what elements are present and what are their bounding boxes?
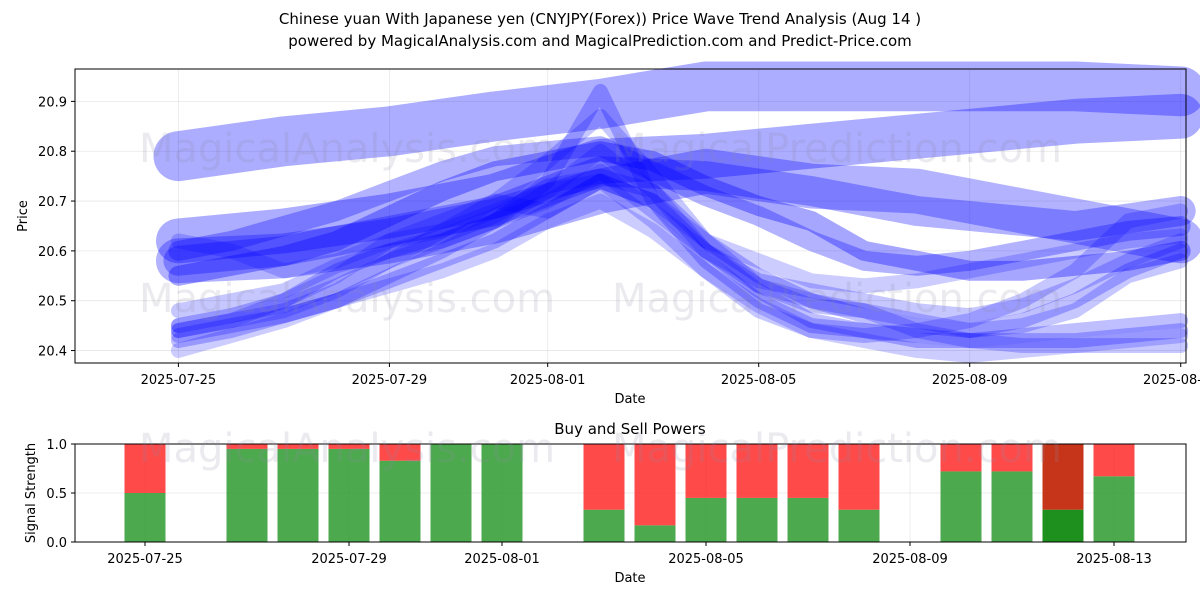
price-xtick-label: 2025-08-13 [1143,373,1200,388]
price-wave-5 [168,141,1191,286]
price-ytick-label: 20.8 [38,145,67,160]
buy-bar [430,444,472,542]
price-grid [75,69,1186,363]
price-wave-8 [170,163,1189,324]
price-wave-4 [163,156,1196,276]
watermark-right-mid: MagicalPrediction.com [612,276,1062,322]
price-ylabel: Price [16,200,31,232]
price-chart-frame [74,68,1187,364]
price-ytick-label: 20.5 [38,295,67,310]
powers-ylabel: Signal Strength [24,443,39,543]
buy-bar [583,509,625,542]
powers-ytick-label: 0.5 [46,487,67,502]
sell-bar [1042,444,1084,510]
price-wave-11 [170,108,1189,354]
price-wave-2 [155,93,1200,264]
sell-bar [634,444,676,526]
chart-subtitle: powered by MagicalAnalysis.com and Magic… [288,32,912,50]
buy-bar [838,509,880,542]
buy-bar [481,444,523,542]
buy-bar [379,460,421,542]
price-xtick-label: 2025-08-05 [721,373,797,388]
buy-bar [1093,476,1135,542]
sell-bar [124,444,166,493]
sell-bar [1093,444,1135,477]
powers-xtick-label: 2025-08-05 [668,552,744,567]
powers-title: Buy and Sell Powers [554,420,706,438]
powers-xtick-label: 2025-08-09 [872,552,948,567]
powers-bars [124,444,1135,542]
watermark-right-bottom: MagicalPrediction.com [612,426,1062,472]
watermark-left-bottom: MagicalAnalysis.com [139,426,555,472]
buy-bar [226,448,268,542]
price-waves [153,61,1200,363]
price-wave-10 [170,83,1189,349]
buy-bar [787,497,829,542]
sell-bar [940,444,982,472]
sell-bar [685,444,727,498]
watermark-right-top: MagicalPrediction.com [612,126,1062,172]
price-xlabel: Date [614,392,645,407]
watermark-left-top: MagicalAnalysis.com [139,126,555,172]
price-wave-1 [153,61,1200,182]
sell-bar [838,444,880,510]
buy-bar [634,525,676,542]
price-wave-3 [155,148,1200,284]
price-xtick-label: 2025-07-29 [352,373,428,388]
chart-title: Chinese yuan With Japanese yen (CNYJPY(F… [278,10,922,28]
buy-bar [328,448,370,542]
buy-bar [1042,509,1084,542]
sell-bar [736,444,778,498]
price-xtick-label: 2025-07-25 [141,373,217,388]
powers-ytick-label: 0.0 [46,536,67,551]
powers-xtick-label: 2025-07-29 [311,552,387,567]
price-xtick-label: 2025-08-01 [510,373,586,388]
price-wave-9 [170,173,1189,349]
buy-bar [736,497,778,542]
buy-bar [685,497,727,542]
price-ytick-label: 20.9 [38,95,67,110]
buy-bar [277,448,319,542]
powers-xtick-label: 2025-07-25 [107,552,183,567]
price-wave-13 [170,173,1189,294]
price-wave-12 [170,193,1189,363]
price-axis-ticks: 2025-07-25 2025-07-29 2025-08-01 2025-08-05… [38,95,1200,388]
sell-bar [787,444,829,498]
powers-xtick-label: 2025-08-13 [1076,552,1152,567]
sell-bar [379,444,421,461]
price-ytick-label: 20.6 [38,245,67,260]
sell-bar [226,444,268,449]
powers-ytick-label: 1.0 [46,438,67,453]
powers-axis-ticks: 2025-07-25 2025-07-29 2025-08-01 2025-08-05… [46,438,1151,567]
powers-xlabel: Date [614,571,645,586]
price-ytick-label: 20.7 [38,195,67,210]
sell-bar [991,444,1033,472]
buy-bar [991,471,1033,542]
powers-xtick-label: 2025-08-01 [464,552,540,567]
watermark-left-mid: MagicalAnalysis.com [139,276,555,322]
price-ytick-label: 20.4 [38,345,67,360]
buy-bar [940,471,982,542]
sell-bar [328,444,370,449]
price-wave-15 [170,143,1189,339]
price-wave-6 [168,136,1191,276]
buy-bar [124,493,166,542]
sell-bar [277,444,319,449]
sell-bar [583,444,625,510]
price-wave-14 [170,173,1189,344]
price-wave-7 [170,168,1189,339]
price-xtick-label: 2025-08-09 [932,373,1008,388]
